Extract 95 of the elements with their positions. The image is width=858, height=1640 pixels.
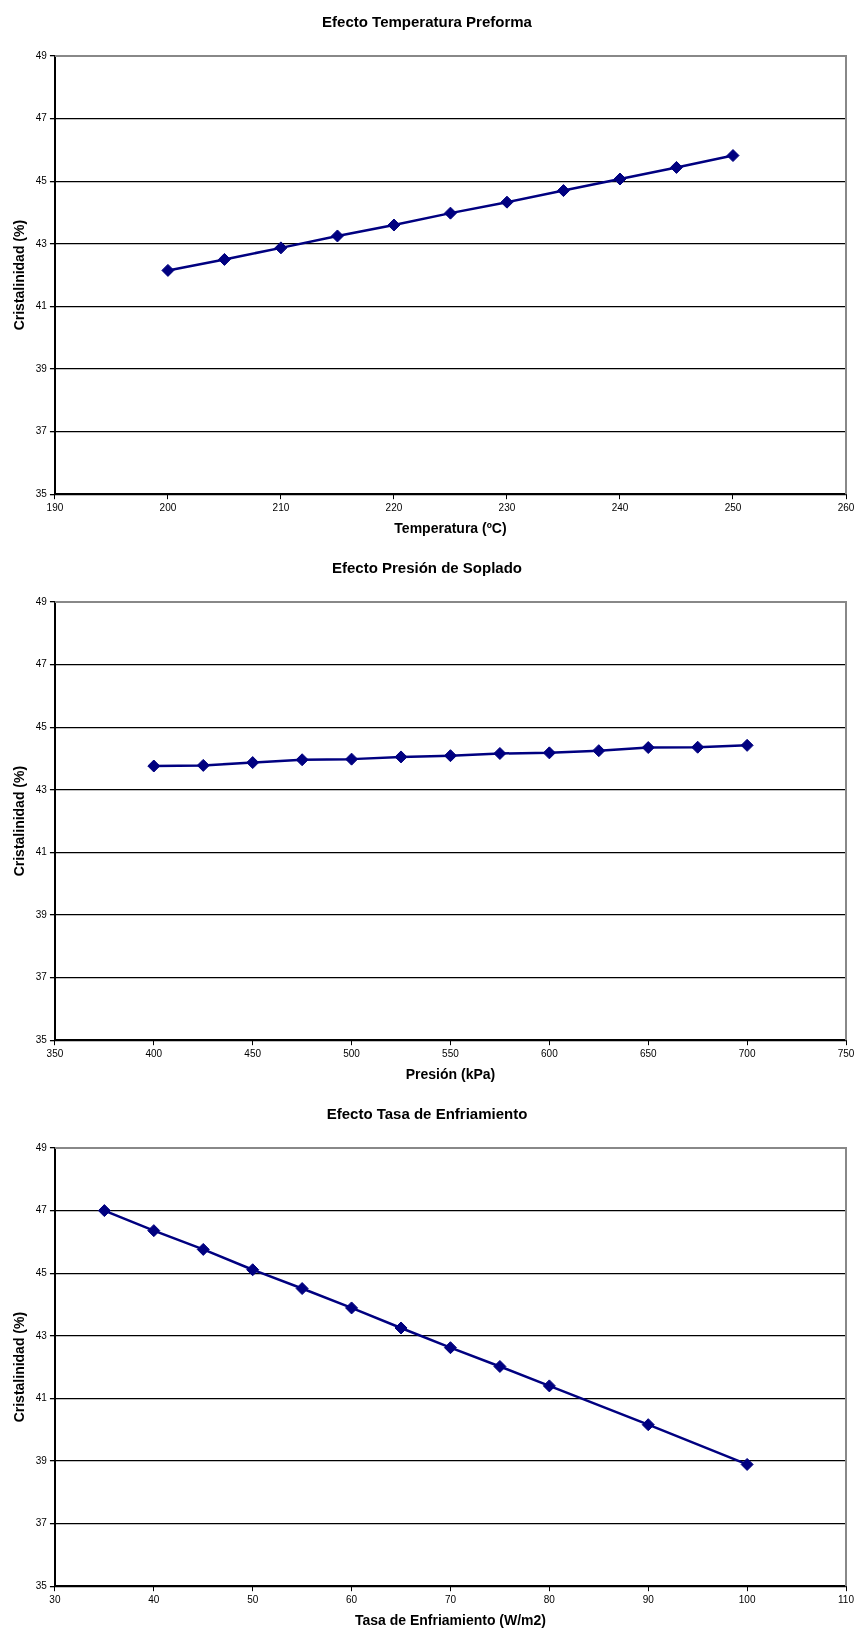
x-tick-label: 200 [159, 501, 177, 513]
y-tick-label: 47 [35, 658, 48, 670]
point [493, 746, 507, 760]
y-tick-label: 39 [35, 908, 48, 920]
y-tick-label: 47 [35, 1204, 48, 1216]
y-tick-label: 41 [35, 300, 48, 312]
y-tick-label: 43 [35, 1329, 48, 1341]
y-tick-label: 45 [35, 174, 48, 186]
x-tick-label: 550 [442, 1047, 460, 1059]
x-tick-label: 750 [837, 1047, 855, 1059]
x-tick-label: 100 [738, 1593, 756, 1605]
point [196, 758, 210, 772]
point [387, 218, 401, 232]
y-tick-label: 35 [35, 487, 48, 499]
point [97, 1204, 111, 1218]
y-tick-label: 39 [35, 1454, 48, 1466]
point [345, 752, 359, 766]
y-tick-label: 39 [35, 362, 48, 374]
point [246, 756, 260, 770]
point [161, 263, 175, 277]
point [493, 1359, 507, 1373]
x-tick-label: 250 [724, 501, 742, 513]
point [147, 759, 161, 773]
point [217, 252, 231, 266]
x-tick-label: 450 [244, 1047, 262, 1059]
point [330, 229, 344, 243]
y-tick-label: 47 [35, 112, 48, 124]
y-tick-label: 37 [35, 971, 48, 983]
chart-title: Efecto Tasa de Enfriamiento [326, 1105, 528, 1123]
point [295, 753, 309, 767]
x-tick-label: 70 [444, 1593, 457, 1605]
y-tick-label: 45 [35, 1266, 48, 1278]
x-tick-label: 600 [541, 1047, 559, 1059]
point [613, 172, 627, 186]
y-tick-label: 49 [35, 595, 48, 607]
y-tick-label: 41 [35, 846, 48, 858]
x-axis-title: Tasa de Enfriamiento (W/m2) [354, 1612, 547, 1629]
point [726, 149, 740, 163]
y-tick-label: 49 [35, 49, 48, 61]
x-tick-label: 80 [543, 1593, 556, 1605]
x-tick-label: 220 [385, 501, 403, 513]
y-tick-label: 37 [35, 1517, 48, 1529]
x-tick-label: 240 [611, 501, 629, 513]
point [443, 1341, 457, 1355]
x-tick-label: 700 [738, 1047, 756, 1059]
point [394, 1321, 408, 1335]
x-tick-label: 190 [46, 501, 64, 513]
point [500, 195, 514, 209]
y-axis-title: Cristalinidad (%) [11, 1311, 28, 1423]
point [641, 741, 655, 755]
point [542, 1379, 556, 1393]
x-tick-label: 260 [837, 501, 855, 513]
point [669, 160, 683, 174]
x-tick-label: 230 [498, 501, 516, 513]
x-axis-title: Presión (kPa) [405, 1066, 496, 1083]
x-tick-label: 90 [642, 1593, 655, 1605]
point [556, 184, 570, 198]
x-tick-label: 400 [145, 1047, 163, 1059]
y-tick-label: 45 [35, 720, 48, 732]
chart-title: Efecto Temperatura Preforma [322, 13, 533, 31]
x-tick-label: 500 [343, 1047, 361, 1059]
y-tick-label: 35 [35, 1579, 48, 1591]
x-tick-label: 210 [272, 501, 290, 513]
point [542, 746, 556, 760]
point [740, 1457, 754, 1471]
point [295, 1282, 309, 1296]
y-tick-label: 41 [35, 1392, 48, 1404]
point [246, 1263, 260, 1277]
chart-title: Efecto Presión de Soplado [331, 559, 523, 577]
y-axis-title: Cristalinidad (%) [11, 765, 28, 877]
point [740, 738, 754, 752]
point [274, 241, 288, 255]
point [196, 1242, 210, 1256]
y-tick-label: 37 [35, 425, 48, 437]
point [691, 740, 705, 754]
x-tick-label: 30 [49, 1593, 61, 1605]
y-tick-label: 43 [35, 237, 48, 249]
point [394, 750, 408, 764]
y-tick-label: 35 [35, 1033, 48, 1045]
point [345, 1301, 359, 1315]
x-tick-label: 60 [346, 1593, 358, 1605]
x-tick-label: 40 [148, 1593, 160, 1605]
point [443, 206, 457, 220]
x-tick-label: 110 [838, 1593, 855, 1605]
point [147, 1224, 161, 1238]
point [443, 749, 457, 763]
y-tick-label: 43 [35, 783, 48, 795]
y-axis-title: Cristalinidad (%) [11, 219, 28, 331]
point [641, 1418, 655, 1432]
point [592, 744, 606, 758]
x-axis-title: Temperatura (ºC) [394, 520, 507, 537]
x-tick-label: 50 [247, 1593, 259, 1605]
x-tick-label: 650 [639, 1047, 658, 1059]
x-tick-label: 350 [46, 1047, 64, 1059]
y-tick-label: 49 [35, 1141, 48, 1153]
